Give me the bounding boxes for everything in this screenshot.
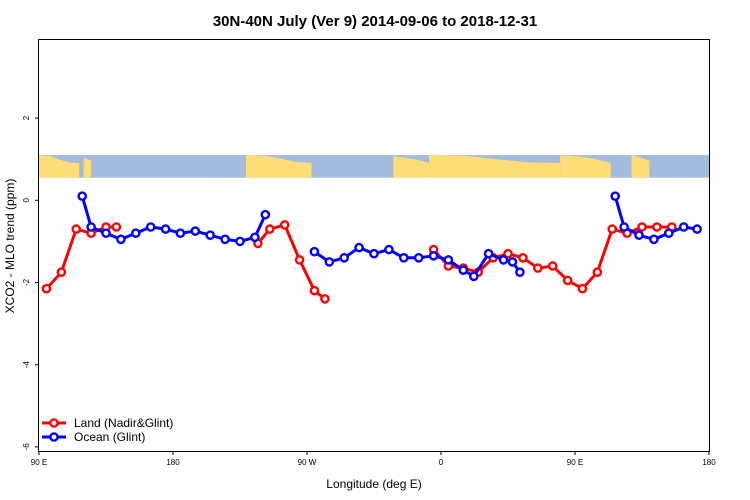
- series-ocean-point: [354, 242, 364, 253]
- legend-marker-ocean: [49, 432, 59, 442]
- series-land-point: [533, 263, 543, 273]
- series-land-point: [637, 222, 647, 232]
- series-land-point: [562, 275, 573, 286]
- series-ocean-point: [515, 267, 525, 278]
- map-land-0: [39, 155, 80, 178]
- series-land-point: [111, 222, 122, 232]
- x-tick-label-2: 90 W: [298, 458, 317, 467]
- legend-item-ocean: Ocean (Glint): [42, 430, 145, 444]
- y-axis-label: XCO2 - MLO trend (ppm): [3, 179, 17, 314]
- series-land-point: [41, 283, 52, 294]
- y-tick-label-1: 0: [22, 198, 31, 203]
- chart-title: 30N-40N July (Ver 9) 2014-09-06 to 2018-…: [213, 13, 537, 30]
- series-land-point: [264, 224, 275, 234]
- series-ocean-point: [250, 232, 260, 243]
- series-ocean-point: [498, 255, 509, 265]
- series-ocean-point: [692, 224, 702, 234]
- series-ocean-point: [190, 226, 201, 236]
- series-land-point: [577, 283, 588, 294]
- series-layer: [41, 191, 702, 304]
- series-ocean-point: [468, 271, 479, 282]
- series-land-point: [652, 222, 662, 232]
- map-land-1: [83, 157, 92, 178]
- series-land-point: [607, 224, 618, 234]
- map-land-2: [245, 155, 312, 178]
- series-ocean-line-1: [313, 246, 522, 278]
- series-ocean-point: [619, 222, 629, 232]
- series-ocean-point: [324, 257, 335, 267]
- x-tick-label-1: 180: [166, 458, 180, 467]
- series-ocean-point: [175, 228, 186, 238]
- series-ocean-point: [384, 244, 394, 255]
- x-axis-label: Longitude (deg E): [326, 477, 421, 491]
- series-ocean-point: [507, 257, 518, 267]
- series-land-point: [503, 248, 513, 259]
- legend-label-ocean: Ocean (Glint): [74, 430, 145, 444]
- series-land-point: [294, 255, 305, 265]
- series-ocean-point: [458, 265, 469, 276]
- series-land-point: [547, 261, 558, 271]
- series-ocean-point: [369, 248, 379, 259]
- series-ocean-point: [339, 252, 350, 263]
- y-tick-label-2: -2: [22, 278, 31, 286]
- series-land-point: [71, 224, 81, 234]
- series-ocean-point: [235, 236, 245, 247]
- map-land-5: [560, 155, 611, 178]
- series-ocean-point: [610, 191, 621, 201]
- series-land-point: [320, 294, 330, 304]
- series-ocean-point: [413, 252, 424, 263]
- x-tick-label-5: 180: [702, 458, 716, 467]
- series-ocean-point: [205, 230, 215, 240]
- series-land-point: [309, 285, 320, 296]
- map-land-3: [393, 156, 430, 178]
- map-land-6: [631, 155, 650, 178]
- series-ocean-point: [160, 224, 171, 234]
- series-ocean-point: [101, 228, 111, 238]
- y-axis: 2 0 -2 -4 -6: [22, 115, 39, 450]
- series-ocean: [77, 191, 702, 282]
- x-tick-label-0: 90 E: [31, 458, 47, 467]
- series-ocean-point: [220, 234, 230, 245]
- series-ocean-point: [130, 228, 141, 238]
- series-ocean-point: [664, 228, 674, 238]
- series-ocean-point: [678, 222, 689, 232]
- series-ocean-point: [145, 222, 156, 232]
- series-ocean-point: [398, 252, 409, 263]
- series-ocean-point: [428, 250, 439, 261]
- series-ocean-point: [309, 246, 320, 257]
- legend-item-land: Land (Nadir&Glint): [42, 416, 173, 430]
- y-tick-label-4: -6: [22, 443, 31, 451]
- x-tick-label-3: 0: [439, 458, 444, 467]
- series-ocean-point: [483, 248, 494, 259]
- legend-marker-land: [49, 418, 59, 428]
- legend-label-land: Land (Nadir&Glint): [74, 416, 173, 430]
- legend: Land (Nadir&Glint)Ocean (Glint): [42, 416, 173, 444]
- map-strip: [39, 155, 709, 178]
- series-ocean-point: [649, 234, 659, 245]
- series-ocean-point: [443, 255, 454, 265]
- series-land-point: [592, 267, 603, 278]
- series-ocean-point: [260, 209, 271, 220]
- series-land-point: [56, 267, 67, 278]
- series-land-point: [518, 252, 528, 263]
- x-tick-label-4: 90 E: [567, 458, 583, 467]
- series-ocean-point: [634, 230, 644, 240]
- y-tick-label-0: 2: [22, 115, 31, 120]
- map-land-4: [429, 155, 561, 178]
- series-ocean-point: [86, 222, 96, 232]
- series-land-point: [279, 220, 290, 230]
- x-axis: 90 E 180 90 W 0 90 E 180: [31, 451, 716, 467]
- plot-frame: [38, 39, 710, 452]
- series-ocean-point: [77, 191, 87, 201]
- y-tick-label-3: -4: [22, 361, 31, 369]
- series-ocean-point: [116, 234, 126, 245]
